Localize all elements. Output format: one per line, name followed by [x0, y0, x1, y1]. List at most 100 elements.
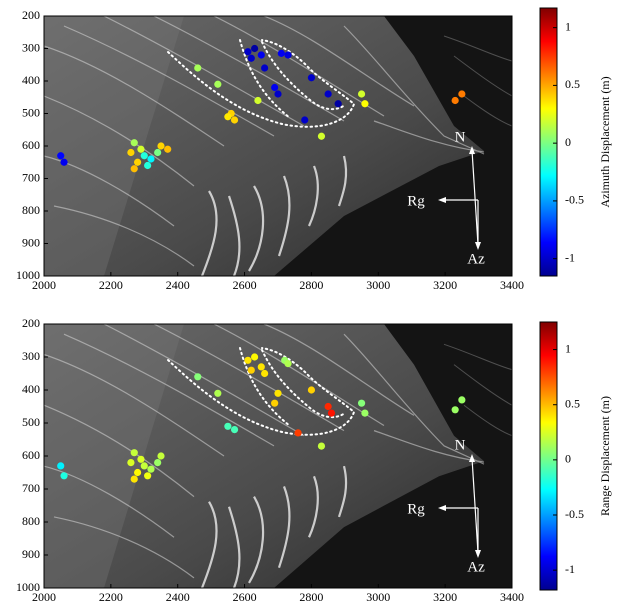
colorbar-tick-label: 0: [565, 452, 571, 466]
colorbar-tick-label: -0.5: [565, 507, 584, 521]
point: [325, 403, 332, 410]
point: [137, 146, 144, 153]
point: [194, 373, 201, 380]
point: [261, 370, 268, 377]
colorbar-tick-label: -1: [565, 562, 575, 576]
point: [127, 149, 134, 156]
point: [254, 97, 261, 104]
point: [154, 149, 161, 156]
point: [224, 113, 231, 120]
colorbar: [540, 322, 557, 590]
point: [325, 90, 332, 97]
annotation: Az: [467, 559, 485, 575]
y-tick-label: 800: [22, 203, 40, 217]
point: [248, 367, 255, 374]
annotation: N: [455, 129, 466, 145]
y-tick-label: 600: [22, 138, 40, 152]
point: [301, 116, 308, 123]
point: [258, 363, 265, 370]
point: [358, 400, 365, 407]
x-tick-label: 2800: [299, 278, 323, 292]
point: [60, 472, 67, 479]
point: [308, 386, 315, 393]
x-tick-label: 3400: [500, 278, 524, 292]
point: [284, 51, 291, 58]
y-tick-label: 400: [22, 382, 40, 396]
y-tick-label: 800: [22, 514, 40, 528]
figure: (a) 200022002400260028003000320034002003…: [0, 0, 624, 612]
point: [157, 142, 164, 149]
point: [224, 423, 231, 430]
point: [194, 64, 201, 71]
point: [284, 360, 291, 367]
y-tick-label: 300: [22, 349, 40, 363]
point: [271, 400, 278, 407]
point: [261, 64, 268, 71]
y-tick-label: 700: [22, 170, 40, 184]
colorbar-label: Range Displacement (m): [598, 396, 612, 516]
point: [458, 90, 465, 97]
point: [164, 146, 171, 153]
y-tick-label: 700: [22, 481, 40, 495]
point: [452, 406, 459, 413]
point: [318, 443, 325, 450]
point: [144, 162, 151, 169]
x-tick-label: 2200: [99, 278, 123, 292]
point: [318, 133, 325, 140]
point: [278, 50, 285, 57]
y-tick-label: 200: [22, 8, 40, 22]
point: [294, 429, 301, 436]
colorbar-tick-label: -1: [565, 250, 575, 264]
sar-image: [44, 324, 512, 588]
point: [335, 100, 342, 107]
point: [248, 55, 255, 62]
x-tick-label: 3000: [366, 590, 390, 604]
y-tick-label: 500: [22, 105, 40, 119]
point: [131, 139, 138, 146]
point: [127, 459, 134, 466]
point: [154, 459, 161, 466]
point: [147, 466, 154, 473]
point: [57, 152, 64, 159]
point: [141, 462, 148, 469]
x-tick-label: 3000: [366, 278, 390, 292]
y-tick-label: 500: [22, 415, 40, 429]
colorbar-tick-label: 0.5: [565, 77, 580, 91]
point: [214, 81, 221, 88]
panel: (a) 200022002400260028003000320034002003…: [16, 8, 612, 292]
point: [141, 152, 148, 159]
point: [231, 116, 238, 123]
point: [251, 45, 258, 52]
colorbar-tick-label: -0.5: [565, 193, 584, 207]
point: [274, 390, 281, 397]
y-tick-label: 1000: [16, 268, 40, 282]
point: [452, 97, 459, 104]
annotation: Rg: [407, 193, 425, 209]
annotation: Rg: [407, 501, 425, 517]
x-tick-label: 2400: [166, 590, 190, 604]
point: [144, 472, 151, 479]
point: [147, 155, 154, 162]
colorbar-tick-label: 1: [565, 341, 571, 355]
point: [328, 410, 335, 417]
point: [134, 159, 141, 166]
annotation: N: [455, 437, 466, 453]
point: [60, 159, 67, 166]
point: [244, 48, 251, 55]
y-tick-label: 600: [22, 448, 40, 462]
point: [251, 353, 258, 360]
point: [458, 396, 465, 403]
sar-image: [44, 16, 512, 276]
y-tick-label: 300: [22, 40, 40, 54]
x-tick-label: 3200: [433, 590, 457, 604]
point: [358, 90, 365, 97]
x-tick-label: 3400: [500, 590, 524, 604]
point: [308, 74, 315, 81]
point: [244, 357, 251, 364]
point: [271, 84, 278, 91]
x-tick-label: 2200: [99, 590, 123, 604]
x-tick-label: 2800: [299, 590, 323, 604]
point: [57, 462, 64, 469]
y-tick-label: 400: [22, 73, 40, 87]
